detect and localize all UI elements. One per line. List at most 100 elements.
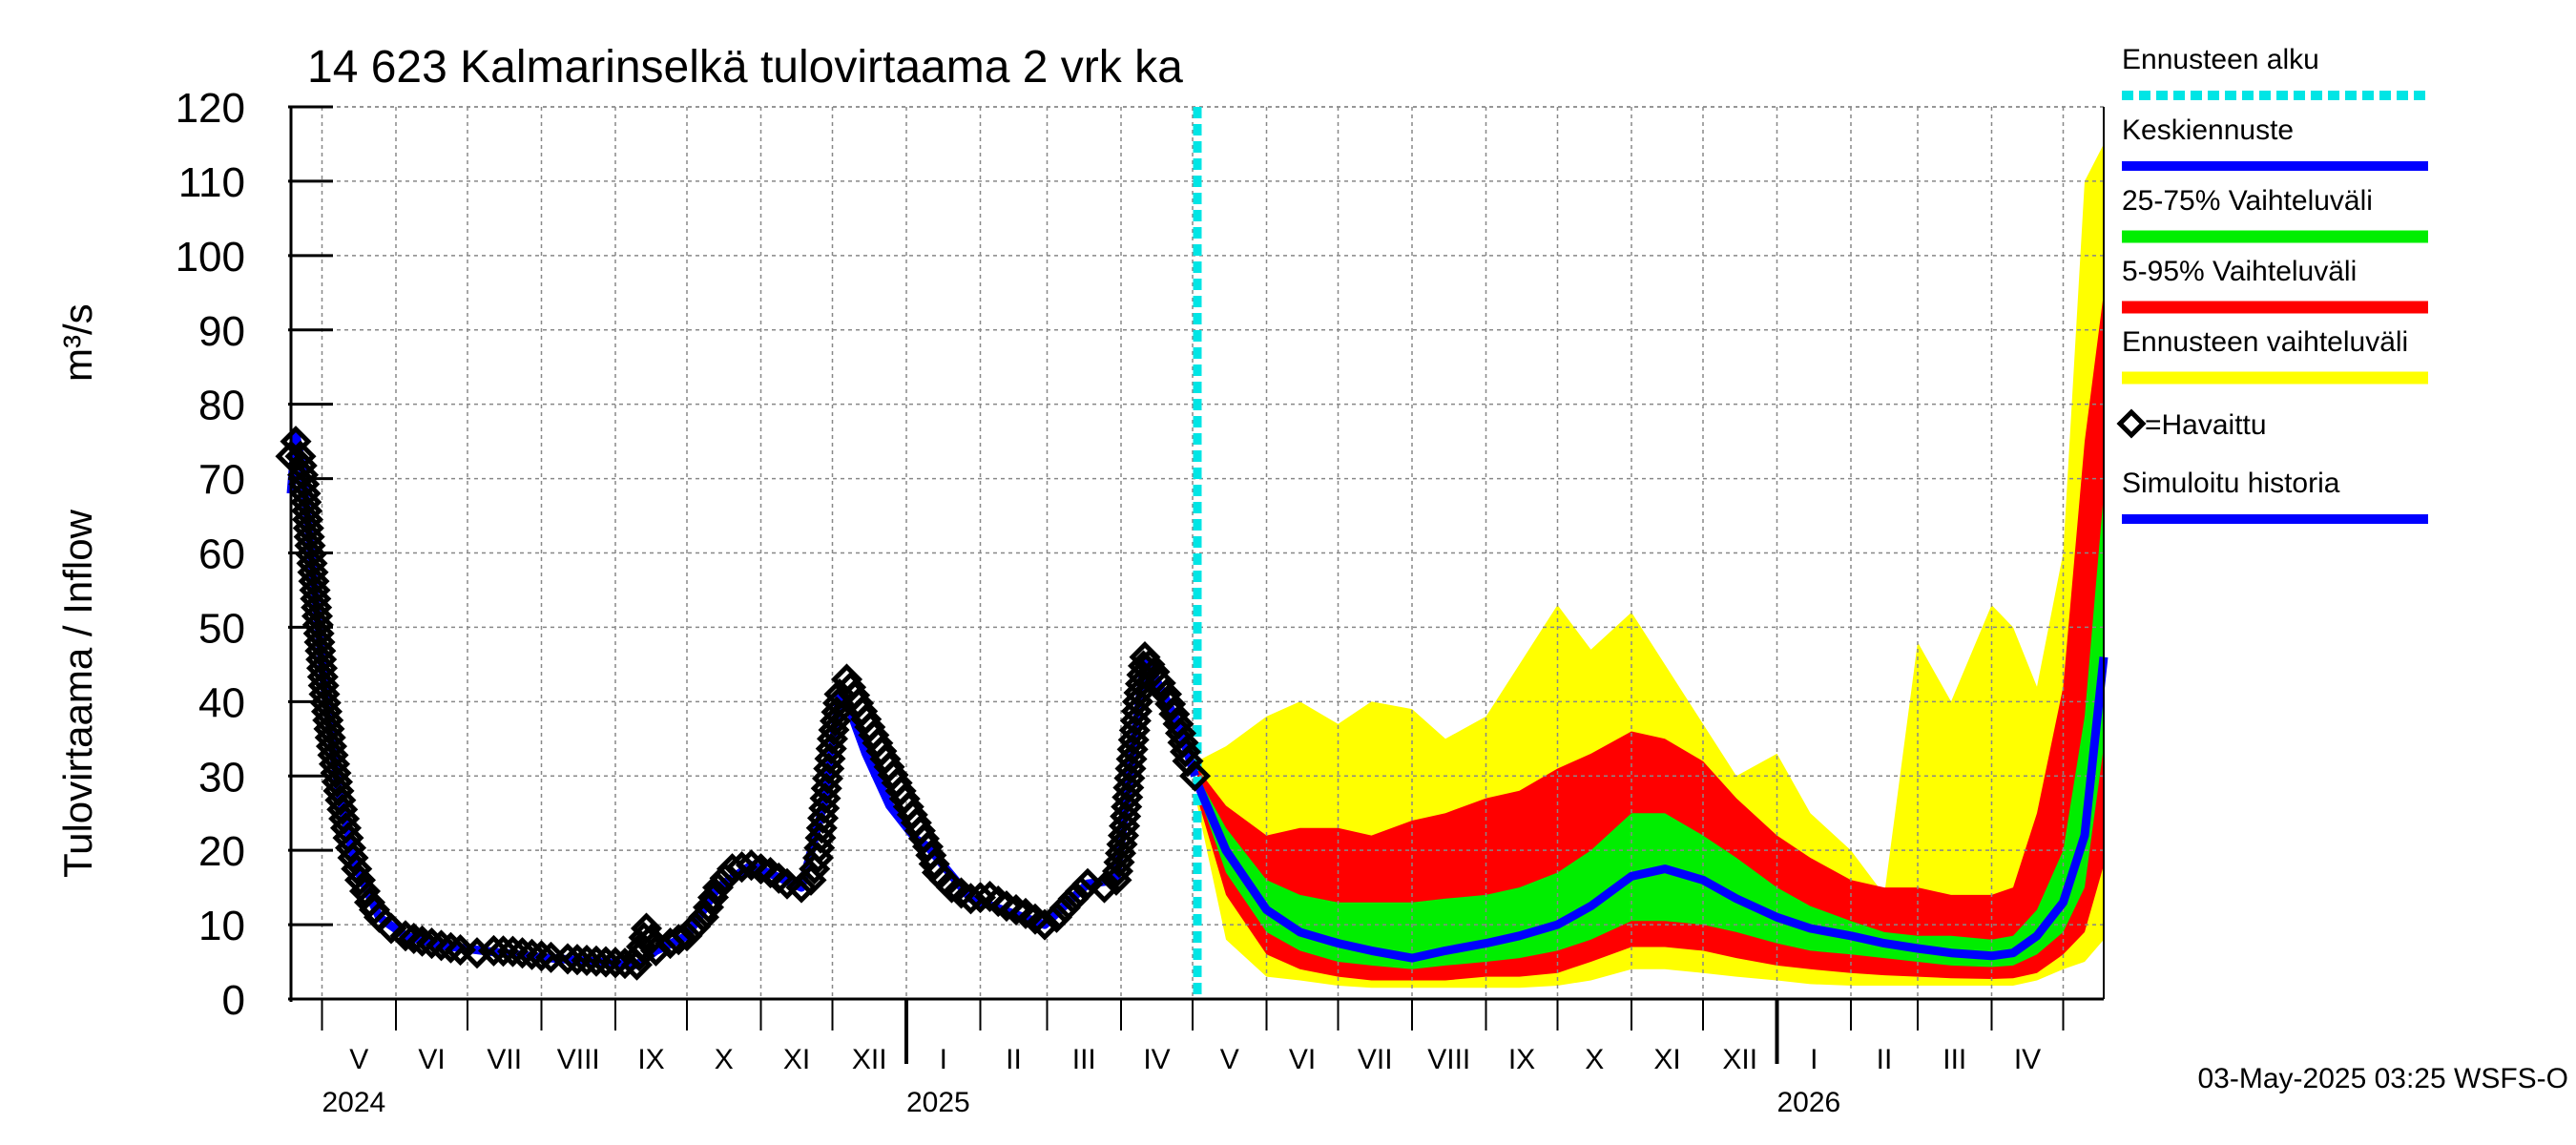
observed-point (290, 486, 322, 518)
observed-point (701, 871, 735, 904)
observed-point (314, 721, 346, 754)
y-tick-label: 20 (198, 828, 245, 875)
observed-point (1088, 871, 1121, 904)
observed-point (389, 920, 422, 952)
y-tick-label: 80 (198, 383, 245, 429)
observed-point (785, 871, 818, 904)
observed-point (304, 635, 337, 667)
forecast-median-line (1193, 656, 2109, 963)
x-month-label: II (1877, 1044, 1893, 1075)
observed-point (296, 547, 328, 579)
observed-point (375, 912, 407, 945)
observed-point (295, 538, 327, 571)
x-month-label: XII (1722, 1044, 1757, 1075)
observed-point (337, 842, 369, 874)
y-tick-label: 100 (176, 234, 245, 281)
legend-label: =Havaittu (2145, 409, 2267, 441)
legend-marker-havaittu (2116, 408, 2147, 439)
observed-point (571, 944, 603, 977)
observed-point (291, 503, 324, 535)
observed-point (289, 477, 322, 510)
observed-point (1071, 867, 1104, 900)
observed-point (341, 853, 373, 885)
observed-point (310, 696, 343, 728)
observed-point (315, 730, 348, 762)
y-tick-label: 60 (198, 531, 245, 578)
y-tick-label: 90 (198, 308, 245, 355)
x-month-label: VIII (557, 1044, 600, 1075)
y-tick-label: 110 (178, 159, 245, 206)
x-year-label: 2026 (1777, 1087, 1841, 1118)
y-tick-label: 30 (198, 754, 245, 801)
observed-point (317, 739, 349, 771)
y-axis-unit: m³/s (55, 303, 100, 382)
observed-point (305, 643, 338, 676)
observed-point (298, 565, 330, 597)
x-month-label: VIII (1427, 1044, 1470, 1075)
observed-point (634, 924, 668, 956)
observed-point (291, 494, 323, 527)
legend-label: Simuloitu historia (2122, 468, 2340, 499)
simulated-history-line (286, 429, 1199, 969)
observed-point (302, 617, 335, 650)
observed-point (515, 938, 549, 970)
y-axis-label: Tulovirtaama / Inflow (55, 509, 100, 878)
x-month-label: IX (637, 1044, 664, 1075)
observed-point (679, 910, 712, 943)
observed-point (425, 929, 458, 962)
observed-point (434, 931, 467, 964)
observed-point (303, 626, 336, 658)
x-month-label: VI (418, 1044, 445, 1075)
observed-point (301, 592, 333, 624)
observed-point (1138, 656, 1171, 688)
observed-point (299, 573, 331, 606)
x-month-label: V (1220, 1044, 1239, 1075)
observed-point (1049, 892, 1081, 925)
observed-point (1028, 908, 1061, 941)
x-year-label: 2024 (322, 1087, 386, 1118)
legend: Ennusteen alku Keskiennuste 25-75% Vaihtel… (2116, 44, 2428, 524)
y-tick-label: 50 (198, 605, 245, 652)
x-month-label: XI (783, 1044, 810, 1075)
observed-point (306, 660, 339, 693)
x-month-label: I (1810, 1044, 1818, 1075)
legend-label: 25-75% Vaihteluväli (2122, 185, 2373, 217)
observed-point (551, 943, 584, 975)
observed-point (313, 713, 345, 745)
observed-point (1144, 667, 1176, 699)
legend-label: Keskiennuste (2122, 114, 2294, 146)
observed-point (1064, 875, 1097, 907)
observed-point (292, 511, 324, 545)
observed-point (662, 924, 695, 956)
y-tick-label: 120 (176, 85, 245, 132)
observed-point (301, 609, 334, 641)
legend-label: Ennusteen alku (2122, 44, 2319, 75)
x-month-label: II (1006, 1044, 1022, 1075)
observed-point (580, 945, 613, 977)
x-month-label: III (1942, 1044, 1966, 1075)
observed-point (1057, 883, 1090, 915)
observed-point (288, 468, 321, 500)
x-month-label: III (1072, 1044, 1096, 1075)
x-month-label: IX (1508, 1044, 1535, 1075)
observed-markers (275, 426, 1212, 981)
observed-point (1178, 760, 1212, 792)
observed-point (318, 748, 351, 781)
observed-point (300, 583, 332, 615)
x-month-label: V (349, 1044, 368, 1075)
observed-point (307, 669, 340, 701)
observed-point (405, 925, 439, 957)
observed-point (308, 678, 341, 711)
observed-point (487, 935, 520, 968)
observed-point (343, 864, 377, 896)
x-month-label: XI (1653, 1044, 1680, 1075)
x-month-label: IV (2014, 1044, 2041, 1075)
observed-point (506, 937, 539, 969)
x-month-label: VII (487, 1044, 522, 1075)
x-month-label: IV (1143, 1044, 1170, 1075)
observed-point (630, 912, 663, 945)
legend-label: 5-95% Vaihteluväli (2122, 256, 2357, 287)
observed-point (293, 521, 325, 553)
